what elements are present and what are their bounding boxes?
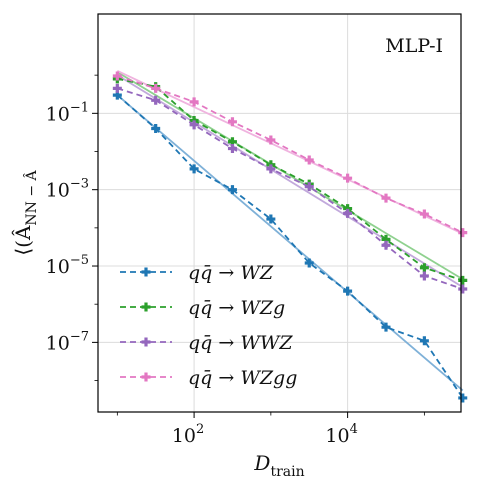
- data-point-marker: [458, 228, 468, 238]
- data-point-marker: [381, 240, 391, 250]
- legend-label: qq̄ → WZg: [188, 297, 285, 319]
- data-point-marker: [266, 164, 276, 174]
- y-tick-label: 10−7: [46, 329, 89, 354]
- data-point-marker: [458, 393, 468, 403]
- y-tick-exponent: −1: [70, 100, 89, 115]
- x-label-main: D: [253, 451, 270, 475]
- fit-line: [116, 94, 464, 392]
- data-point-marker: [343, 173, 353, 183]
- fit-line: [116, 74, 464, 288]
- fit-lines: [116, 69, 464, 392]
- data-point-marker: [304, 182, 314, 192]
- y-tick-exponent: −5: [70, 253, 89, 268]
- data-point-marker: [304, 155, 314, 165]
- y-tick-exponent: −3: [70, 177, 89, 192]
- data-point-marker: [419, 271, 429, 281]
- data-point-marker: [381, 322, 391, 332]
- data-point-marker: [189, 120, 199, 130]
- data-point-marker: [189, 164, 199, 174]
- series-line: [117, 87, 464, 290]
- y-tick-label: 10−3: [46, 177, 89, 202]
- data-point-marker: [227, 117, 237, 127]
- data-point-marker: [343, 286, 353, 296]
- y-tick-exponent: −7: [70, 329, 89, 344]
- grid-lines: [98, 14, 461, 412]
- x-tick-label: 104: [325, 422, 357, 447]
- series-line: [117, 75, 464, 234]
- y-tick-base: 10: [46, 180, 70, 202]
- data-point-marker: [151, 124, 161, 134]
- data-point-marker: [343, 208, 353, 218]
- y-axis-label: ⟨(ÂNN − Â: [11, 169, 40, 255]
- data-point-marker: [151, 95, 161, 105]
- data-point-marker: [266, 214, 276, 224]
- y-tick-base: 10: [46, 332, 70, 354]
- x-axis-label: Dtrain: [253, 451, 304, 480]
- y-label-subscript: NN − Â: [22, 169, 40, 225]
- y-tick-base: 10: [46, 103, 70, 125]
- plot-frame: [97, 13, 462, 413]
- data-point-marker: [112, 83, 122, 93]
- data-point-marker: [419, 263, 429, 273]
- data-point-marker: [189, 97, 199, 107]
- fit-line: [116, 71, 464, 281]
- y-label-main: ⟨(Â: [11, 225, 35, 256]
- legend-marker: [141, 372, 151, 382]
- data-series: [112, 71, 468, 403]
- y-tick-label: 10−1: [46, 100, 89, 125]
- data-point-marker: [304, 258, 314, 268]
- data-point-marker: [381, 193, 391, 203]
- data-point-marker: [227, 185, 237, 195]
- panel-label: MLP-I: [385, 35, 443, 57]
- data-point-marker: [112, 71, 122, 81]
- y-tick-label: 10−5: [46, 253, 89, 278]
- data-point-marker: [458, 275, 468, 285]
- data-point-marker: [419, 209, 429, 219]
- x-tick-exponent: 2: [196, 422, 204, 437]
- legend-label: qq̄ → WZ: [188, 262, 274, 284]
- legend-marker: [141, 337, 151, 347]
- legend: qq̄ → WZ qq̄ → WZg qq̄ → WWZ qq̄ → WZgg: [120, 262, 297, 389]
- series-line: [117, 77, 464, 282]
- data-point-marker: [419, 336, 429, 346]
- legend-marker: [141, 302, 151, 312]
- data-point-marker: [266, 135, 276, 145]
- x-tick-exponent: 4: [350, 422, 358, 437]
- legend-marker: [141, 267, 151, 277]
- legend-label: qq̄ → WZgg: [188, 367, 297, 389]
- y-tick-base: 10: [46, 256, 70, 278]
- data-point-marker: [458, 284, 468, 294]
- x-tick-label: 102: [172, 422, 204, 447]
- data-point-marker: [151, 83, 161, 93]
- fit-line: [116, 69, 464, 235]
- data-point-marker: [227, 143, 237, 153]
- x-label-subscript: train: [270, 464, 304, 480]
- legend-label: qq̄ → WWZ: [188, 332, 293, 354]
